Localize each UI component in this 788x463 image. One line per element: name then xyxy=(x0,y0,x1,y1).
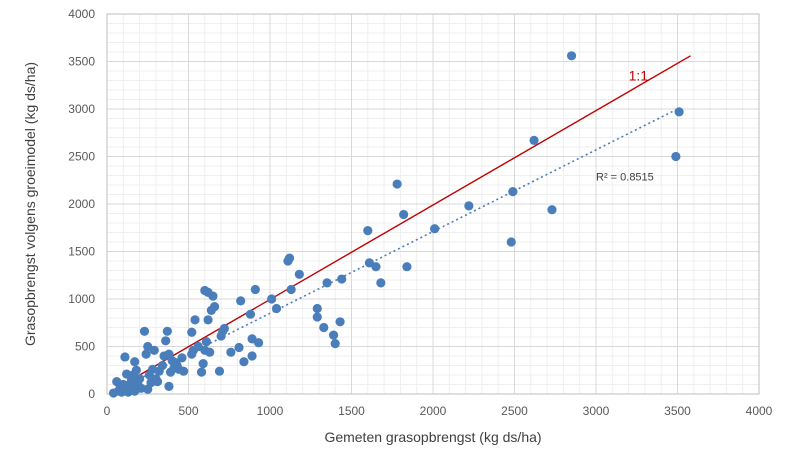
scatter-point xyxy=(566,51,577,61)
x-tick-label: 1000 xyxy=(257,404,284,418)
y-tick-label: 3000 xyxy=(68,102,95,116)
scatter-point xyxy=(164,381,174,391)
identity-line-1-to-1 xyxy=(127,55,691,383)
scatter-point xyxy=(247,351,257,361)
scatter-point xyxy=(363,226,373,236)
scatter-point xyxy=(547,205,557,215)
scatter-point xyxy=(330,339,340,349)
scatter-point xyxy=(271,303,282,314)
scatter-point xyxy=(402,262,412,272)
scatter-point xyxy=(239,357,249,367)
scatter-point xyxy=(214,366,225,376)
scatter-point xyxy=(139,326,150,336)
trendline xyxy=(129,108,678,385)
x-tick-label: 0 xyxy=(104,404,111,418)
scatter-point xyxy=(312,312,322,322)
x-axis-tick-labels: 0 500 1000 1500 2000 2500 3000 3500 4000 xyxy=(104,404,773,418)
scatter-point xyxy=(392,179,402,189)
scatter-point xyxy=(529,135,539,145)
plot-area xyxy=(106,13,760,395)
scatter-point xyxy=(464,201,474,211)
scatter-point xyxy=(674,107,684,117)
y-tick-label: 2500 xyxy=(68,150,95,164)
scatter-point xyxy=(226,347,236,357)
scatter-point xyxy=(294,269,304,279)
scatter-point xyxy=(196,367,207,377)
scatter-point xyxy=(335,317,345,327)
scatter-point xyxy=(201,337,212,347)
scatter-point xyxy=(152,377,163,387)
scatter-point xyxy=(162,326,172,336)
scatter-point xyxy=(130,357,140,367)
scatter-point xyxy=(131,365,141,375)
y-tick-label: 0 xyxy=(88,387,95,401)
x-tick-label: 1500 xyxy=(338,404,365,418)
y-tick-label: 1000 xyxy=(68,292,95,306)
x-tick-label: 2500 xyxy=(501,404,528,418)
scatter-point xyxy=(250,284,260,295)
identity-line-label: 1:1 xyxy=(629,68,649,84)
y-tick-label: 2000 xyxy=(68,197,95,211)
scatter-point xyxy=(328,330,339,340)
scatter-point xyxy=(179,366,189,376)
scatter-point xyxy=(376,278,386,288)
scatter-point xyxy=(135,374,145,384)
x-tick-label: 3000 xyxy=(583,404,610,418)
scatter-point xyxy=(157,360,168,371)
scatter-point xyxy=(120,352,130,362)
y-tick-label: 1500 xyxy=(68,245,95,259)
scatter-point xyxy=(187,327,197,337)
scatter-point xyxy=(284,253,295,263)
y-axis-tick-labels: 0 500 1000 1500 2000 2500 3000 3500 4000 xyxy=(68,7,95,401)
scatter-point xyxy=(234,342,244,353)
scatter-point xyxy=(245,309,256,319)
scatter-point xyxy=(209,302,220,312)
scatter-point xyxy=(337,274,347,284)
y-tick-label: 500 xyxy=(75,340,95,354)
data-points xyxy=(108,51,684,398)
scatter-point xyxy=(671,151,681,162)
scatter-point xyxy=(205,347,215,357)
r-squared-label: R² = 0.8515 xyxy=(596,171,654,183)
scatter-point xyxy=(236,296,246,306)
scatter-point xyxy=(161,336,171,346)
y-tick-label: 4000 xyxy=(68,7,95,21)
x-tick-label: 4000 xyxy=(746,404,773,418)
x-axis-title: Gemeten grasopbrengst (kg ds/ha) xyxy=(324,429,541,445)
scatter-point xyxy=(267,294,277,304)
y-tick-label: 3500 xyxy=(68,55,95,69)
scatter-point xyxy=(430,224,440,234)
scatter-point xyxy=(141,349,151,359)
scatter-point xyxy=(508,187,518,197)
scatter-point xyxy=(219,323,229,334)
scatter-point xyxy=(371,262,381,272)
scatter-point xyxy=(203,315,213,325)
x-tick-label: 2000 xyxy=(420,404,447,418)
x-tick-label: 3500 xyxy=(664,404,691,418)
scatter-point xyxy=(322,278,332,288)
scatter-point xyxy=(208,291,218,301)
scatter-point xyxy=(399,209,409,220)
scatter-point xyxy=(190,315,200,325)
scatter-point xyxy=(312,303,322,314)
x-tick-label: 500 xyxy=(178,404,198,418)
scatter-point xyxy=(319,322,329,333)
scatter-point xyxy=(253,338,264,348)
y-axis-title: Grasopbrengst volgens groeimodel (kg ds/… xyxy=(22,62,38,346)
scatter-point xyxy=(177,353,187,363)
scatter-point xyxy=(149,345,159,355)
scatter-point xyxy=(286,284,296,295)
scatter-point xyxy=(198,359,208,369)
scatter-point xyxy=(506,237,516,247)
